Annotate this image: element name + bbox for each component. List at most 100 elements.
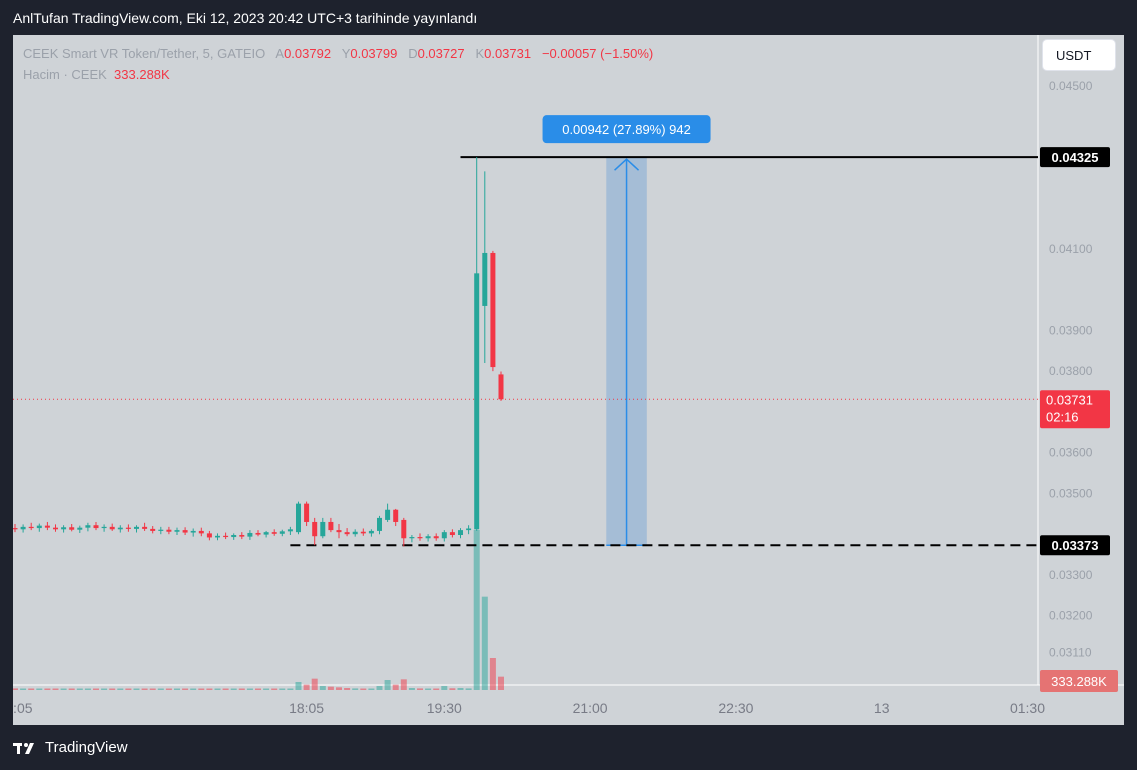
candle-body [142, 526, 148, 529]
legend-symbol: CEEK Smart VR Token/Tether, 5, GATEIO [23, 46, 266, 61]
candle-body [466, 528, 472, 531]
volume-bar [68, 688, 75, 690]
candle-body [69, 527, 75, 530]
candle-body [312, 521, 318, 537]
price-line-tag [1040, 535, 1110, 556]
legend-low: 0.03727 [417, 46, 465, 61]
volume-bar [287, 688, 294, 690]
volume-bar [489, 658, 496, 690]
candle-body [377, 517, 382, 531]
volume-bar [327, 686, 334, 690]
candle-body [117, 527, 123, 530]
volume-bar [20, 688, 27, 690]
x-tick-label: 18:05 [289, 700, 324, 716]
volume-bar [222, 688, 229, 690]
candle-body [77, 527, 83, 530]
candle-body [401, 519, 407, 539]
candle-body [328, 521, 334, 531]
current-price-tag [1040, 390, 1110, 429]
x-tick-label: 01:30 [1010, 700, 1045, 716]
volume-bar [214, 688, 221, 690]
volume-bar [336, 687, 342, 690]
volume-bar [101, 688, 108, 690]
price-line-tag [1040, 147, 1110, 168]
candle-body [336, 530, 342, 533]
volume-bar [392, 684, 399, 690]
volume-bar [93, 688, 99, 690]
volume-bar [360, 688, 367, 690]
volume-tag-label: 333.288K [1051, 674, 1107, 689]
candle-body [255, 532, 261, 535]
volume-bar [457, 688, 464, 690]
candle-body [182, 530, 188, 533]
tradingview-logo-icon [13, 742, 34, 754]
volume-bar [384, 680, 391, 690]
volume-bar [311, 678, 318, 690]
x-tick-label: 22:30 [718, 700, 753, 716]
candle-body [125, 527, 131, 529]
candle-body [36, 525, 42, 529]
legend-change: −0.00057 (−1.50%) [541, 46, 654, 61]
volume-bar [149, 688, 156, 690]
candle-body [198, 530, 204, 534]
candle-body [239, 535, 245, 537]
candle-body [287, 529, 293, 532]
volume-bar [303, 684, 310, 690]
volume-bar [295, 682, 302, 690]
candle-body [425, 536, 431, 539]
currency-button[interactable]: USDT [1043, 40, 1115, 70]
candle-body [385, 509, 391, 520]
x-tick-label: 21:00 [573, 700, 608, 716]
candle-body [279, 531, 285, 534]
volume-bar [376, 686, 383, 690]
candle-body [368, 530, 374, 534]
volume-bar [408, 688, 415, 690]
candle-body [174, 530, 180, 532]
y-tick-label: 0.03110 [1049, 645, 1092, 659]
volume-bar [352, 688, 359, 690]
candle-body [393, 509, 399, 522]
candle-body [20, 526, 26, 530]
measure-arrow-head [614, 158, 640, 171]
countdown-label: 02:16 [1046, 409, 1079, 424]
chart-panel[interactable]: 0.04500 0.04100 0.03900 0.03800 0.03600 0.035… [13, 35, 1124, 725]
price-chart[interactable]: 0.04500 0.04100 0.03900 0.03800 0.03600 0.035… [13, 35, 1124, 725]
volume-bar [473, 530, 480, 690]
volume-bar [206, 688, 213, 690]
candle-body [231, 535, 237, 538]
volume-bar [76, 688, 83, 690]
volume-bar [238, 688, 245, 690]
volume-bar [246, 688, 253, 690]
candle-body [409, 537, 415, 539]
y-tick-label: 0.04100 [1049, 242, 1093, 256]
volume-bar [36, 688, 43, 690]
candle-body [206, 533, 212, 538]
candle-body [482, 252, 488, 306]
price-line-label: 0.03373 [1052, 538, 1099, 553]
volume-legend-value: 333.288K [114, 67, 170, 82]
candle-body [166, 529, 172, 532]
volume-bar [433, 688, 440, 690]
y-tick-label: 0.03500 [1049, 486, 1093, 500]
candle-body [101, 526, 107, 529]
y-tick-label: 0.03600 [1049, 446, 1093, 460]
candle-body [134, 526, 139, 529]
volume-bar [117, 688, 124, 690]
candle-body [320, 521, 326, 537]
volume-bar [271, 688, 278, 690]
volume-bar [319, 686, 326, 690]
candle-body [150, 528, 156, 531]
x-tick-label: 13 [874, 700, 890, 716]
volume-bar [190, 688, 197, 690]
volume-bar [498, 676, 504, 690]
candle-body [344, 532, 350, 535]
candle-body [215, 535, 220, 538]
candle-body [93, 525, 99, 529]
candle-body [109, 526, 115, 530]
volume-bar [174, 688, 180, 690]
candle-body [304, 503, 310, 522]
candle-body [352, 531, 358, 535]
volume-bar [44, 688, 51, 690]
volume-bar [417, 688, 423, 690]
current-price-label: 0.03731 [1046, 392, 1093, 407]
